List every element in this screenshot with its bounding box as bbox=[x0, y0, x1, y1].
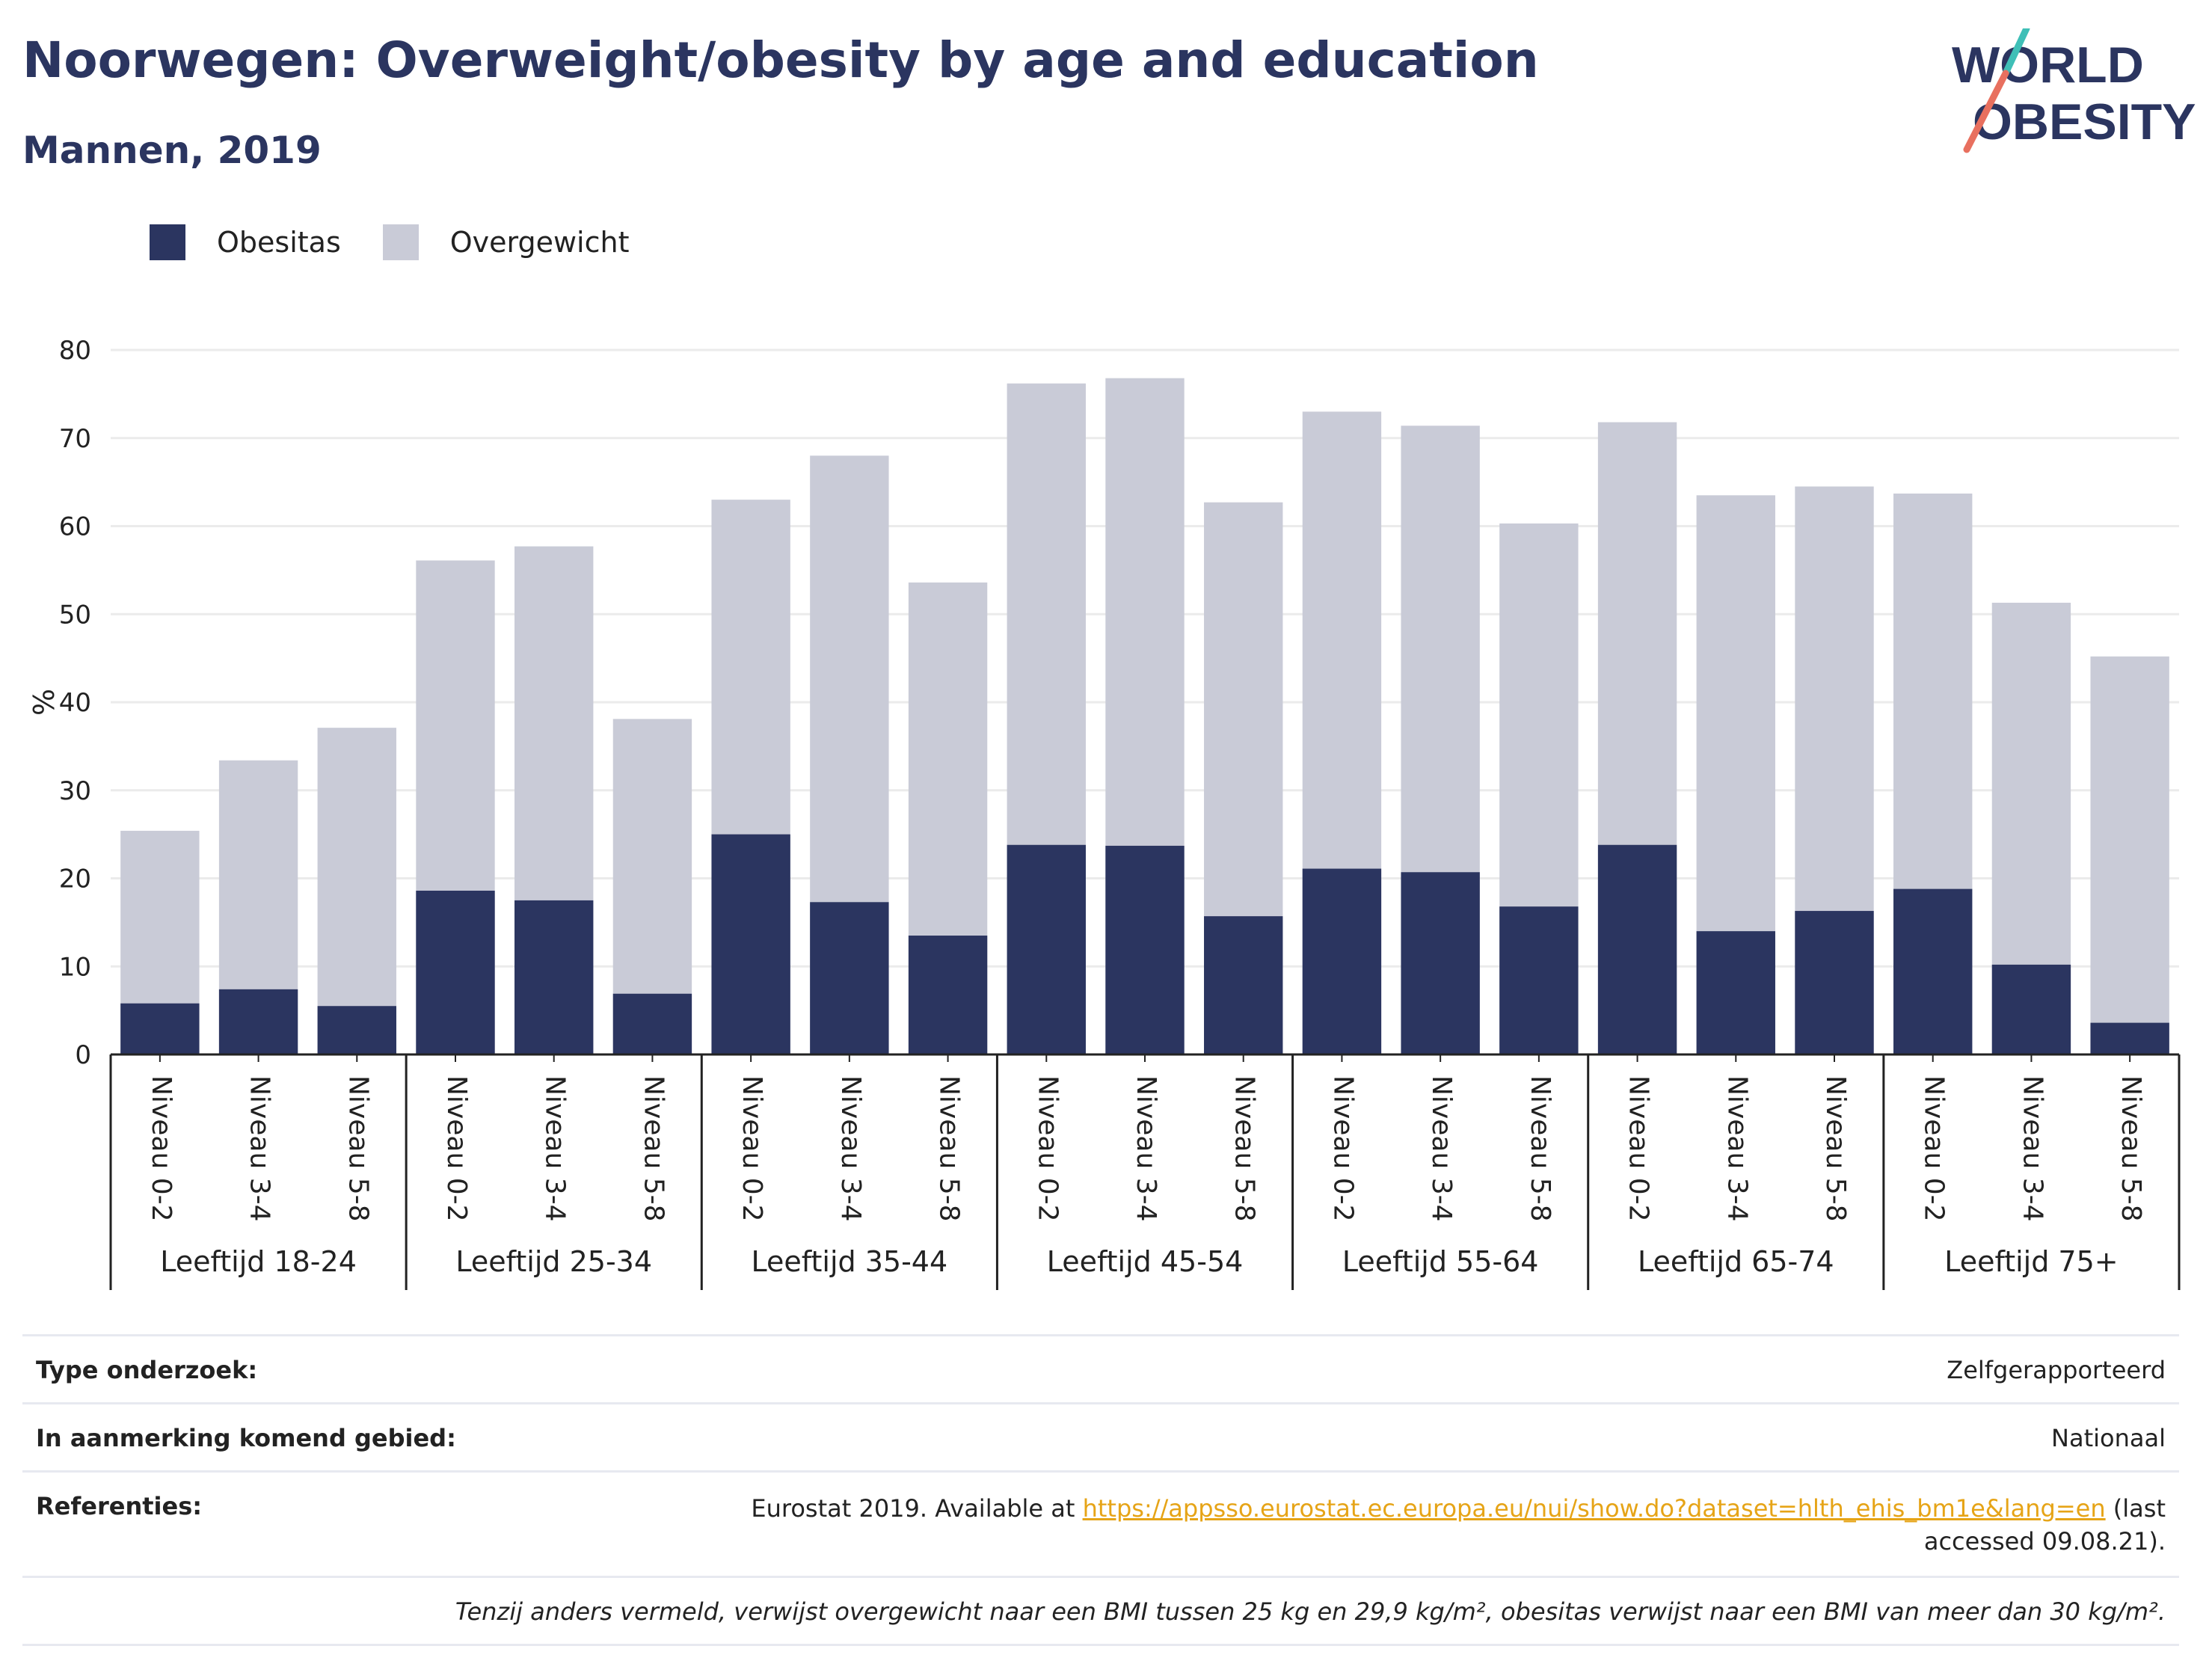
x-tick-label: Niveau 3-4 bbox=[540, 1075, 571, 1222]
y-tick-label: 30 bbox=[59, 776, 91, 806]
x-tick-label: Niveau 3-4 bbox=[1721, 1075, 1752, 1222]
y-axis-label: % bbox=[28, 689, 61, 716]
x-tick-label: Niveau 0-2 bbox=[1327, 1075, 1358, 1222]
x-tick-label: Niveau 5-8 bbox=[1820, 1075, 1851, 1222]
x-tick-label: Niveau 0-2 bbox=[1623, 1075, 1654, 1222]
y-tick-label: 70 bbox=[59, 424, 91, 454]
x-tick-label: Niveau 0-2 bbox=[737, 1075, 767, 1222]
page-subtitle: Mannen, 2019 bbox=[22, 129, 322, 172]
group-label: Leeftijd 65-74 bbox=[1638, 1245, 1834, 1278]
bar-obesitas bbox=[120, 1003, 200, 1054]
bar-obesitas bbox=[416, 890, 495, 1054]
bar-obesitas bbox=[1795, 911, 1874, 1054]
y-tick-label: 0 bbox=[75, 1040, 91, 1070]
y-tick-label: 50 bbox=[59, 600, 91, 630]
info-area-value: Nationaal bbox=[2051, 1424, 2166, 1452]
logo-line2: OBESITY bbox=[1973, 93, 2196, 150]
legend-label-obesitas: Obesitas bbox=[217, 226, 341, 259]
y-tick-label: 10 bbox=[59, 952, 91, 982]
bar-obesitas bbox=[2090, 1022, 2169, 1054]
bar-obesitas bbox=[1991, 964, 2071, 1054]
legend-label-overgewicht: Overgewicht bbox=[449, 226, 630, 259]
y-tick-label: 40 bbox=[59, 688, 91, 718]
bar-obesitas bbox=[514, 900, 594, 1054]
bar-obesitas bbox=[810, 902, 889, 1054]
group-label: Leeftijd 25-34 bbox=[455, 1245, 652, 1278]
page-title: Noorwegen: Overweight/obesity by age and… bbox=[22, 31, 1539, 89]
group-label: Leeftijd 18-24 bbox=[160, 1245, 357, 1278]
info-ref-label: Referenties: bbox=[36, 1492, 203, 1520]
info-ref-value: Eurostat 2019. Available at https://apps… bbox=[670, 1492, 2166, 1558]
ref-link[interactable]: https://appsso.eurostat.ec.europa.eu/nui… bbox=[1082, 1494, 2106, 1523]
bar-chart: 0 10 20 30 40 50 60 70 80% Niveau 0-2 Niveau 3-4 Ni… bbox=[28, 336, 2181, 1290]
x-tick-label: Niveau 5-8 bbox=[342, 1075, 373, 1222]
y-tick-label: 20 bbox=[59, 865, 91, 894]
x-tick-label: Niveau 0-2 bbox=[1919, 1075, 1950, 1222]
x-tick-label: Niveau 3-4 bbox=[1426, 1075, 1457, 1222]
x-tick-label: Niveau 0-2 bbox=[146, 1075, 176, 1222]
world-obesity-logo: WORLD OBESITY bbox=[1952, 28, 2196, 153]
y-tick-label: 80 bbox=[59, 336, 91, 366]
info-type-value: Zelfgerapporteerd bbox=[1947, 1356, 2166, 1384]
x-tick-label: Niveau 5-8 bbox=[2116, 1075, 2146, 1222]
x-tick-label: Niveau 3-4 bbox=[2017, 1075, 2047, 1222]
x-tick-label: Niveau 5-8 bbox=[638, 1075, 669, 1222]
chart-legend: Obesitas Overgewicht bbox=[150, 223, 672, 262]
bar-overgewicht bbox=[317, 728, 396, 1054]
x-tick-label: Niveau 5-8 bbox=[1229, 1075, 1260, 1222]
ref-prefix: Eurostat 2019. Available at bbox=[751, 1494, 1083, 1523]
y-tick-label: 60 bbox=[59, 512, 91, 542]
x-tick-label: Niveau 3-4 bbox=[245, 1075, 275, 1222]
bar-obesitas bbox=[612, 993, 692, 1054]
group-label: Leeftijd 35-44 bbox=[752, 1245, 948, 1278]
legend-item-overgewicht[interactable]: Overgewicht bbox=[382, 224, 630, 260]
info-row-type: Type onderzoek: Zelfgerapporteerd bbox=[22, 1334, 2179, 1402]
bar-obesitas bbox=[908, 936, 988, 1054]
x-tick-label: Niveau 3-4 bbox=[1131, 1075, 1161, 1222]
x-tick-label: Niveau 3-4 bbox=[835, 1075, 866, 1222]
info-row-area: In aanmerking komend gebied: Nationaal bbox=[22, 1402, 2179, 1470]
logo-line1: WORLD bbox=[1952, 37, 2144, 93]
bar-overgewicht bbox=[2090, 656, 2169, 1054]
bar-obesitas bbox=[1204, 916, 1283, 1054]
legend-swatch-obesitas bbox=[150, 224, 185, 260]
bar-obesitas bbox=[1893, 888, 1973, 1054]
info-area-label: In aanmerking komend gebied: bbox=[36, 1424, 456, 1452]
legend-item-obesitas[interactable]: Obesitas bbox=[150, 224, 341, 260]
bar-obesitas bbox=[1499, 906, 1579, 1054]
x-tick-label: Niveau 0-2 bbox=[441, 1075, 472, 1222]
bar-obesitas bbox=[1696, 931, 1775, 1054]
bar-obesitas bbox=[1007, 844, 1086, 1054]
bar-obesitas bbox=[1302, 868, 1382, 1054]
x-tick-label: Niveau 5-8 bbox=[934, 1075, 965, 1222]
ref-suffix: (last accessed 09.08.21). bbox=[1923, 1494, 2166, 1556]
group-label: Leeftijd 55-64 bbox=[1342, 1245, 1539, 1278]
bar-obesitas bbox=[1401, 872, 1480, 1054]
bar-obesitas bbox=[1597, 844, 1677, 1054]
info-table: Type onderzoek: Zelfgerapporteerd In aan… bbox=[22, 1334, 2179, 1646]
x-tick-label: Niveau 0-2 bbox=[1032, 1075, 1063, 1222]
info-row-references: Referenties: Eurostat 2019. Available at… bbox=[22, 1470, 2179, 1576]
group-label: Leeftijd 45-54 bbox=[1047, 1245, 1244, 1278]
bar-obesitas bbox=[1105, 845, 1185, 1054]
info-row-note: Tenzij anders vermeld, verwijst overgewi… bbox=[22, 1576, 2179, 1646]
bar-obesitas bbox=[218, 989, 298, 1054]
group-label: Leeftijd 75+ bbox=[1944, 1245, 2118, 1278]
legend-swatch-overgewicht bbox=[382, 224, 419, 260]
bar-obesitas bbox=[711, 834, 790, 1054]
info-type-label: Type onderzoek: bbox=[36, 1356, 258, 1384]
x-tick-label: Niveau 5-8 bbox=[1525, 1075, 1555, 1222]
logo-stroke-coral bbox=[1963, 70, 2009, 153]
bmi-note: Tenzij anders vermeld, verwijst overgewi… bbox=[455, 1597, 2166, 1626]
bar-obesitas bbox=[317, 1006, 396, 1054]
logo-stroke-teal bbox=[2002, 28, 2030, 77]
